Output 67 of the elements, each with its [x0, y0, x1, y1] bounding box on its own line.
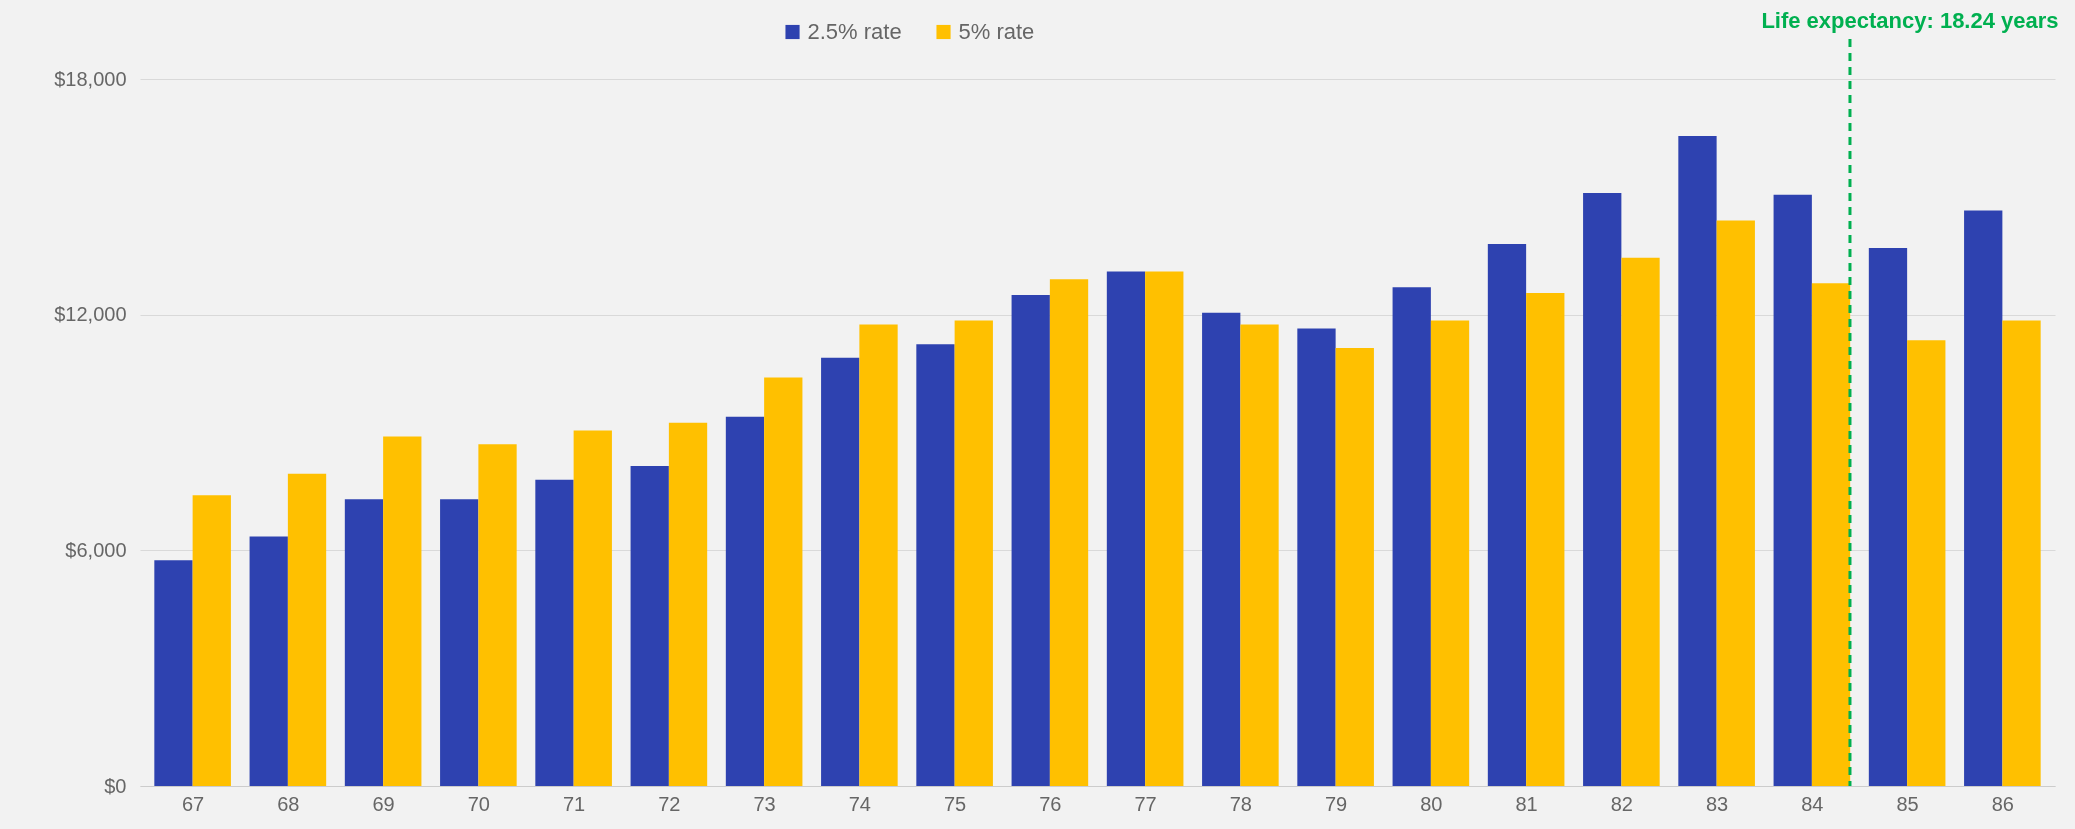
x-tick-label: 69 [372, 792, 395, 815]
bar [1430, 320, 1470, 786]
x-tick-label: 71 [563, 792, 586, 815]
bar [725, 416, 765, 786]
bar [1335, 348, 1374, 786]
bar [249, 536, 288, 786]
bar [573, 430, 612, 786]
bar [478, 444, 517, 786]
bar [192, 495, 231, 786]
bar [1811, 283, 1851, 786]
bar [344, 499, 384, 786]
bar [1106, 271, 1146, 786]
bar [821, 357, 860, 786]
bar [1392, 287, 1431, 786]
bar [668, 422, 708, 786]
x-tick-label: 67 [182, 792, 205, 815]
bar [1145, 271, 1184, 786]
y-tick-label: $18,000 [54, 67, 127, 90]
x-tick-label: 80 [1420, 792, 1443, 815]
x-tick-label: 74 [848, 792, 871, 815]
x-tick-label: 86 [1991, 792, 2014, 815]
legend-label: 5% rate [958, 19, 1035, 44]
bar [1487, 243, 1527, 786]
x-tick-label: 83 [1706, 792, 1729, 815]
bar [1583, 192, 1622, 786]
bar [1526, 293, 1565, 786]
y-tick-label: $6,000 [65, 538, 127, 561]
x-tick-label: 84 [1801, 792, 1824, 815]
bar [1678, 135, 1717, 786]
x-tick-label: 85 [1896, 792, 1919, 815]
bar [1773, 194, 1812, 786]
bar [859, 324, 898, 786]
bar [1716, 220, 1755, 786]
x-tick-label: 79 [1325, 792, 1348, 815]
bar [1011, 295, 1050, 786]
bar [154, 560, 193, 786]
bar [954, 320, 993, 786]
bar [287, 473, 327, 786]
x-tick-label: 81 [1515, 792, 1538, 815]
bar [2002, 320, 2041, 786]
bar [1240, 324, 1279, 786]
x-tick-label: 75 [944, 792, 967, 815]
bar [383, 436, 422, 786]
x-tick-label: 70 [467, 792, 490, 815]
legend-label: 2.5% rate [807, 19, 902, 44]
bar [1297, 328, 1336, 786]
bar [535, 479, 574, 786]
y-tick-label: $12,000 [54, 303, 127, 326]
x-tick-label: 82 [1610, 792, 1633, 815]
bar [1907, 340, 1946, 786]
x-tick-label: 68 [277, 792, 300, 815]
bar [1621, 257, 1660, 786]
x-tick-label: 72 [658, 792, 681, 815]
bar [440, 499, 479, 786]
x-tick-label: 77 [1134, 792, 1157, 815]
bar [630, 465, 669, 786]
bar [764, 377, 803, 786]
x-tick-label: 76 [1039, 792, 1062, 815]
bar [916, 344, 955, 786]
text: Life expectancy: 18.24 years [1761, 8, 2059, 33]
bar [1868, 247, 1908, 786]
bar [1049, 279, 1089, 786]
bar [1964, 210, 2003, 786]
y-tick-label: $0 [104, 774, 127, 797]
x-tick-label: 78 [1229, 792, 1252, 815]
bar [1202, 312, 1241, 786]
x-tick-label: 73 [753, 792, 776, 815]
